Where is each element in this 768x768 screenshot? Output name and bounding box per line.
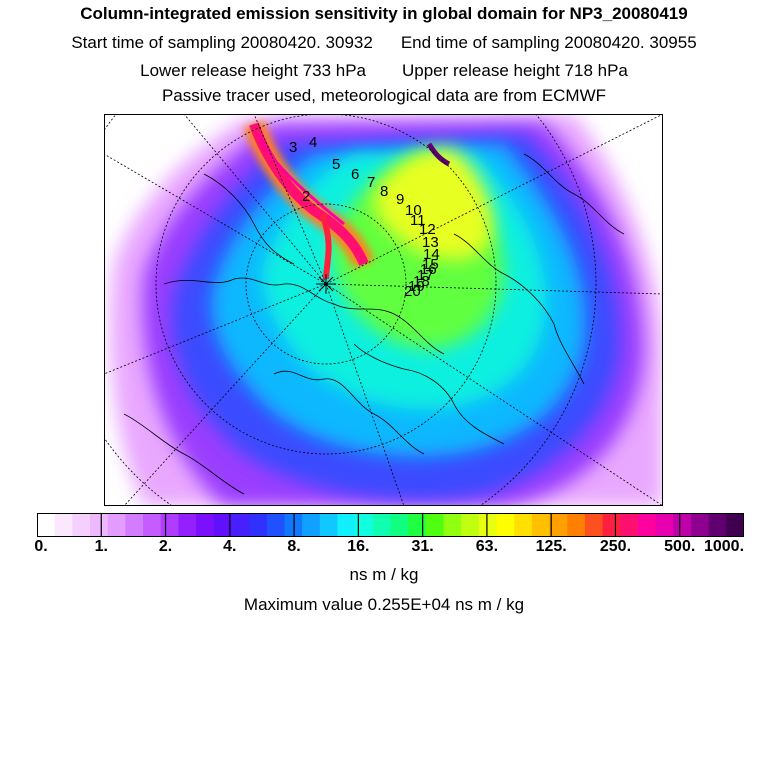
trajectory-marker: 10 xyxy=(405,202,422,219)
colorbar-tick-label: 4. xyxy=(223,538,237,555)
release-heights: Lower release height 733 hPa Upper releas… xyxy=(0,61,768,81)
trajectory-marker: 5 xyxy=(332,156,340,173)
colorbar-cell xyxy=(302,513,321,537)
colorbar-cell xyxy=(408,513,427,537)
colorbar-cell xyxy=(266,513,285,537)
graticule xyxy=(104,114,663,506)
colorbar-cell xyxy=(637,513,657,537)
trajectory-marker: 14 xyxy=(423,246,440,263)
colorbar-cell xyxy=(690,513,710,537)
coastlines xyxy=(123,153,625,495)
upper-height-label: Upper release height 718 hPa xyxy=(402,61,628,80)
colorbar xyxy=(37,513,744,537)
colorbar-tick-label: 1000. xyxy=(703,538,745,555)
colorbar-tick-label: 8. xyxy=(287,538,301,555)
colorbar-tick-label: 2. xyxy=(158,538,173,555)
trajectory-marker: 15 xyxy=(422,256,439,273)
colorbar-tick-label: 250. xyxy=(599,538,632,555)
colorbar-cell xyxy=(425,513,445,537)
colorbar-cell xyxy=(673,513,692,537)
colorbar-cell xyxy=(54,513,73,537)
colorbar-cell xyxy=(514,513,533,537)
end-time-label: End time of sampling 20080420. 30955 xyxy=(400,33,697,52)
colorbar-cell xyxy=(319,513,338,537)
colorbar-cell xyxy=(143,513,162,537)
colorbar-cell xyxy=(37,513,56,537)
colorbar-cell xyxy=(125,513,144,537)
colorbar-cell xyxy=(461,513,480,537)
trajectory-marker: 11 xyxy=(410,212,426,229)
colorbar-tick-label: 125. xyxy=(535,538,567,555)
colorbar-cell xyxy=(231,513,250,537)
colorbar-cell xyxy=(249,513,268,537)
trajectory-marker: 8 xyxy=(380,183,388,200)
colorbar-cell xyxy=(443,513,462,537)
colorbar-cell xyxy=(655,513,674,537)
colorbar-cell xyxy=(72,513,91,537)
colorbar-cell xyxy=(620,513,639,537)
colorbar-cell xyxy=(478,513,498,537)
release-site-marker xyxy=(316,274,336,294)
trajectory-marker: 20 xyxy=(404,283,421,300)
trajectory-marker: 9 xyxy=(396,191,404,208)
colorbar-cell xyxy=(160,513,179,537)
trajectory-marker: 16 xyxy=(420,261,437,278)
colorbar-cell xyxy=(496,513,515,537)
colorbar-cell xyxy=(602,513,621,537)
plot-title: Column-integrated emission sensitivity i… xyxy=(80,4,688,23)
trajectory-marker: 6 xyxy=(351,166,359,183)
colorbar-cell xyxy=(107,513,126,537)
colorbar-cell xyxy=(90,513,109,537)
colorbar-unit: ns m / kg xyxy=(349,565,419,584)
colorbar-cell xyxy=(584,513,604,537)
colorbar-cell xyxy=(213,513,232,537)
colorbar-frame xyxy=(37,513,744,537)
trajectory-marker: 19 xyxy=(408,278,425,295)
colorbar-cell xyxy=(337,513,356,537)
colorbar-cell xyxy=(178,513,197,537)
sensitivity-field xyxy=(110,114,663,506)
colorbar-cell xyxy=(531,513,551,537)
colorbar-tick-label: 500. xyxy=(664,538,696,555)
colorbar-cell xyxy=(567,513,586,537)
colorbar-cell xyxy=(726,513,744,537)
colorbar-tick-label: 31. xyxy=(411,538,434,555)
trajectory-marker: 3 xyxy=(289,139,297,156)
colorbar-tick-label: 0. xyxy=(34,538,48,555)
colorbar-tick-label: 16. xyxy=(347,538,370,555)
colorbar-cell xyxy=(549,513,568,537)
sampling-times: Start time of sampling 20080420. 30932 En… xyxy=(0,33,768,53)
trajectory-marker: 18 xyxy=(413,273,430,290)
trajectory-marker: 17 xyxy=(417,267,434,284)
colorbar-cell xyxy=(355,513,374,537)
colorbar-cell xyxy=(708,513,727,537)
maximum-value: Maximum value 0.255E+04 ns m / kg xyxy=(243,595,525,614)
colorbar-cell xyxy=(390,513,409,537)
colorbar-cell xyxy=(196,513,215,537)
lower-height-label: Lower release height 733 hPa xyxy=(140,61,366,80)
trajectory-marker: 13 xyxy=(422,234,439,251)
colorbar-tick-label: 63. xyxy=(475,538,499,555)
trajectory-marker: 4 xyxy=(309,134,317,151)
trajectory-marker: 2 xyxy=(302,188,310,205)
start-time-label: Start time of sampling 20080420. 30932 xyxy=(71,33,373,52)
colorbar-cell xyxy=(372,513,391,537)
tracer-note: Passive tracer used, meteorological data… xyxy=(161,86,607,105)
trajectory-marker: 7 xyxy=(367,174,375,191)
colorbar-tick-label: 1. xyxy=(94,538,108,555)
map-frame xyxy=(104,114,663,506)
trajectory-marker: 12 xyxy=(419,221,436,238)
